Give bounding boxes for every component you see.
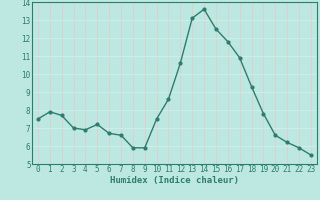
X-axis label: Humidex (Indice chaleur): Humidex (Indice chaleur) bbox=[110, 176, 239, 185]
